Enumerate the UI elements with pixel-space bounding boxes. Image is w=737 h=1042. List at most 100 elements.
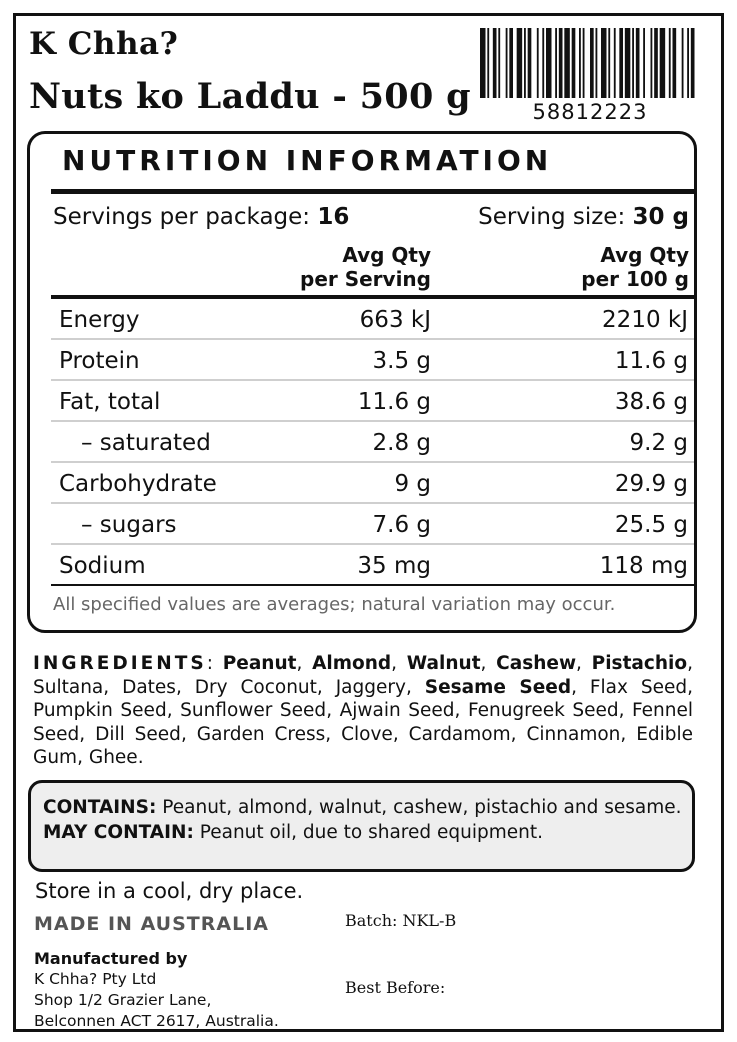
per-serving-value: 7.6 g (372, 512, 432, 538)
nutrient-label: – sugars (81, 512, 177, 538)
column-header-line: per Serving (300, 267, 431, 291)
barcode-bar (571, 28, 576, 98)
servings-label: Servings per package: (53, 204, 318, 230)
nutrition-title: NUTRITION INFORMATION (62, 144, 553, 177)
column-header-line: Avg Qty (600, 243, 689, 267)
ingredient-item: Walnut (406, 653, 481, 674)
per-100g-value: 11.6 g (614, 348, 688, 374)
nutrient-label: Protein (59, 348, 140, 374)
ingredient-item: Sunflower Seed (180, 700, 327, 721)
barcode-bar (624, 28, 631, 98)
table-row: Sodium 35 mg 118 mg (51, 545, 694, 586)
barcode-bar (498, 28, 501, 98)
ingredient-item: Ghee (88, 747, 138, 768)
nutrient-label: Energy (59, 307, 140, 333)
serving-size-value: 30 g (632, 204, 689, 230)
barcode-bar (654, 28, 658, 98)
barcode-bar (613, 28, 616, 98)
storage-instructions: Store in a cool, dry place. (35, 879, 304, 903)
country-of-origin: MADE IN AUSTRALIA (34, 913, 269, 935)
barcode-bar (542, 28, 545, 98)
per-serving-value: 35 mg (357, 553, 431, 579)
ingredient-item: Sesame Seed (424, 676, 572, 698)
barcode-bar (579, 28, 581, 98)
per-100g-value: 29.9 g (614, 471, 688, 497)
barcode-bar (601, 28, 607, 98)
barcode-bar (536, 28, 539, 98)
barcode-bar (632, 28, 634, 98)
barcode-bar (681, 28, 684, 98)
ingredients-heading: INGREDIENTS (33, 653, 207, 674)
ingredient-item: Cashew (496, 653, 577, 674)
barcode-bar (650, 28, 653, 98)
table-row: – saturated 2.8 g 9.2 g (51, 422, 694, 463)
barcode-bar (619, 28, 623, 98)
ingredients-items: Peanut, Almond, Walnut, Cashew, Pistachi… (33, 653, 694, 769)
nutrient-label: Fat, total (59, 389, 161, 415)
per-serving-value: 663 kJ (359, 307, 431, 333)
ingredient-item: Fenugreek Seed (467, 700, 619, 721)
allergen-box (28, 780, 695, 872)
nutrition-divider (51, 189, 694, 194)
ingredients-list: INGREDIENTS: Peanut, Almond, Walnut, Cas… (33, 652, 693, 770)
column-header-line: per 100 g (581, 267, 689, 291)
nutrient-label: Carbohydrate (59, 471, 217, 497)
table-row: Energy 663 kJ 2210 kJ (51, 299, 694, 340)
barcode-bar (505, 28, 508, 98)
nutrition-header-divider (51, 295, 694, 299)
contains-text: Peanut, almond, walnut, cashew, pistachi… (156, 797, 682, 818)
nutrient-label: – saturated (81, 430, 211, 456)
per-serving-value: 11.6 g (357, 389, 431, 415)
barcode-bar (595, 28, 598, 98)
ingredient-item: Peanut (222, 653, 297, 674)
table-row: – sugars 7.6 g 25.5 g (51, 504, 694, 545)
row-separator (51, 338, 694, 340)
barcode-bar (582, 28, 585, 98)
ingredient-item: Flax Seed (589, 676, 688, 698)
barcode-bar (672, 28, 677, 98)
ingredient-item: Edible Gum (33, 723, 694, 769)
per-100g-value: 25.5 g (614, 512, 688, 538)
ingredient-item: Dates (122, 676, 176, 698)
row-separator (51, 461, 694, 463)
batch-code: Batch: NKL-B (345, 911, 457, 930)
barcode-bar (590, 28, 594, 98)
per-100g-value: 2210 kJ (602, 307, 688, 333)
barcode-bar (516, 28, 523, 98)
ingredient-item: Jaggery (335, 676, 406, 698)
per-100g-value: 38.6 g (614, 389, 688, 415)
barcode-bar (608, 28, 611, 98)
barcode-bar (659, 28, 666, 98)
allergen-statement: CONTAINS: Peanut, almond, walnut, cashew… (43, 795, 683, 845)
manufacturer-heading: Manufactured by (34, 949, 188, 968)
row-separator (51, 584, 694, 586)
may-contain-label: MAY CONTAIN: (43, 822, 194, 843)
barcode-bar (480, 28, 486, 98)
column-header-per-100g: Avg Qty per 100 g (581, 243, 689, 291)
ingredient-item: Almond (312, 653, 392, 674)
per-100g-value: 118 mg (599, 553, 688, 579)
best-before: Best Before: (345, 978, 446, 997)
barcode-bar (687, 28, 689, 98)
serving-size-label: Serving size: (478, 204, 633, 230)
table-row: Fat, total 11.6 g 38.6 g (51, 381, 694, 422)
table-row: Carbohydrate 9 g 29.9 g (51, 463, 694, 504)
ingredient-item: Pistachio (591, 653, 688, 674)
barcode-bar (527, 28, 532, 98)
per-serving-value: 9 g (394, 471, 431, 497)
brand-name: K Chha? (29, 26, 179, 62)
contains-label: CONTAINS: (43, 797, 157, 818)
barcode-bar (509, 28, 513, 98)
product-name: Nuts ko Laddu - 500 g (29, 76, 471, 117)
per-100g-value: 9.2 g (629, 430, 689, 456)
barcode-bar (690, 28, 695, 98)
ingredients-colon: : (206, 653, 213, 674)
per-serving-value: 3.5 g (372, 348, 432, 374)
manufacturer-city: Belconnen ACT 2617, Australia. (34, 1012, 279, 1030)
barcode-bar (558, 28, 563, 98)
ingredient-item: Fennel Seed (33, 700, 694, 745)
table-row: Protein 3.5 g 11.6 g (51, 340, 694, 381)
barcode-bar (668, 28, 671, 98)
barcode-number: 58812223 (532, 100, 648, 124)
row-separator (51, 502, 694, 504)
